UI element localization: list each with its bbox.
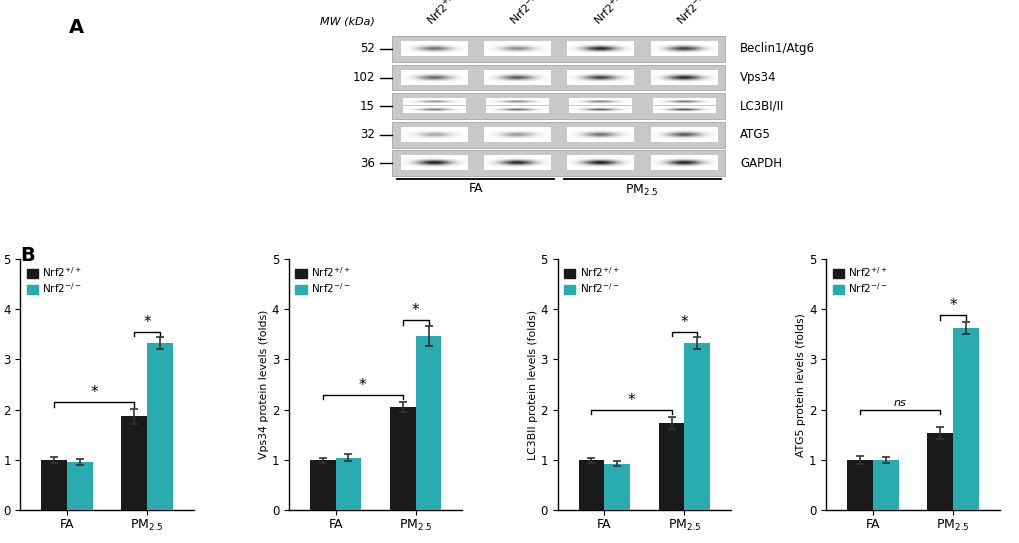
Y-axis label: Vps34 protein levels (folds): Vps34 protein levels (folds): [259, 310, 269, 459]
Bar: [121, 416, 147, 510]
Bar: [392, 36, 725, 62]
Text: A: A: [69, 18, 85, 37]
Bar: [147, 343, 172, 510]
Legend: Nrf2$^{+/+}$, Nrf2$^{-/-}$: Nrf2$^{+/+}$, Nrf2$^{-/-}$: [293, 264, 352, 296]
Text: *: *: [144, 315, 151, 330]
Text: Nrf2$^{−/−}$: Nrf2$^{−/−}$: [672, 0, 713, 28]
Text: *: *: [949, 298, 956, 313]
Text: *: *: [680, 315, 688, 330]
Text: *: *: [359, 378, 366, 393]
Y-axis label: LC3BII protein levels (folds): LC3BII protein levels (folds): [527, 310, 537, 460]
Legend: Nrf2$^{+/+}$, Nrf2$^{-/-}$: Nrf2$^{+/+}$, Nrf2$^{-/-}$: [830, 264, 888, 296]
Bar: [952, 328, 978, 510]
Bar: [392, 65, 725, 91]
Text: Nrf2$^{+/+}$: Nrf2$^{+/+}$: [422, 0, 464, 28]
Y-axis label: ATG5 protein levels (folds): ATG5 protein levels (folds): [796, 313, 805, 457]
Text: 52: 52: [360, 42, 375, 55]
Text: *: *: [412, 303, 419, 318]
Text: LC3BI/II: LC3BI/II: [740, 99, 784, 112]
Text: 32: 32: [360, 128, 375, 141]
Bar: [684, 343, 709, 510]
Bar: [335, 458, 361, 510]
Text: GAPDH: GAPDH: [740, 157, 782, 170]
Text: ATG5: ATG5: [740, 128, 770, 141]
Text: *: *: [91, 385, 98, 400]
Text: 36: 36: [360, 157, 375, 170]
Bar: [392, 93, 725, 119]
Bar: [847, 460, 872, 510]
Text: 102: 102: [353, 71, 375, 84]
Legend: Nrf2$^{+/+}$, Nrf2$^{-/-}$: Nrf2$^{+/+}$, Nrf2$^{-/-}$: [25, 264, 83, 296]
Bar: [310, 460, 335, 510]
Bar: [389, 407, 416, 510]
Bar: [658, 424, 684, 510]
Text: Nrf2$^{−/−}$: Nrf2$^{−/−}$: [505, 0, 547, 28]
Text: *: *: [627, 393, 635, 408]
Bar: [603, 464, 630, 510]
Bar: [392, 122, 725, 148]
Text: ns: ns: [893, 398, 906, 408]
Text: MW (kDa): MW (kDa): [320, 16, 375, 26]
Bar: [926, 433, 952, 510]
Text: B: B: [20, 246, 35, 265]
Bar: [578, 460, 603, 510]
Bar: [872, 460, 898, 510]
Bar: [416, 336, 441, 510]
Text: Beclin1/Atg6: Beclin1/Atg6: [740, 42, 814, 55]
Text: FA: FA: [468, 182, 483, 195]
Text: Nrf2$^{+/+}$: Nrf2$^{+/+}$: [588, 0, 630, 28]
Bar: [41, 460, 67, 510]
Bar: [392, 150, 725, 176]
Text: Vps34: Vps34: [740, 71, 775, 84]
Text: PM$_{2.5}$: PM$_{2.5}$: [625, 182, 658, 198]
Bar: [67, 462, 93, 510]
Text: 15: 15: [360, 99, 375, 112]
Legend: Nrf2$^{+/+}$, Nrf2$^{-/-}$: Nrf2$^{+/+}$, Nrf2$^{-/-}$: [562, 264, 620, 296]
